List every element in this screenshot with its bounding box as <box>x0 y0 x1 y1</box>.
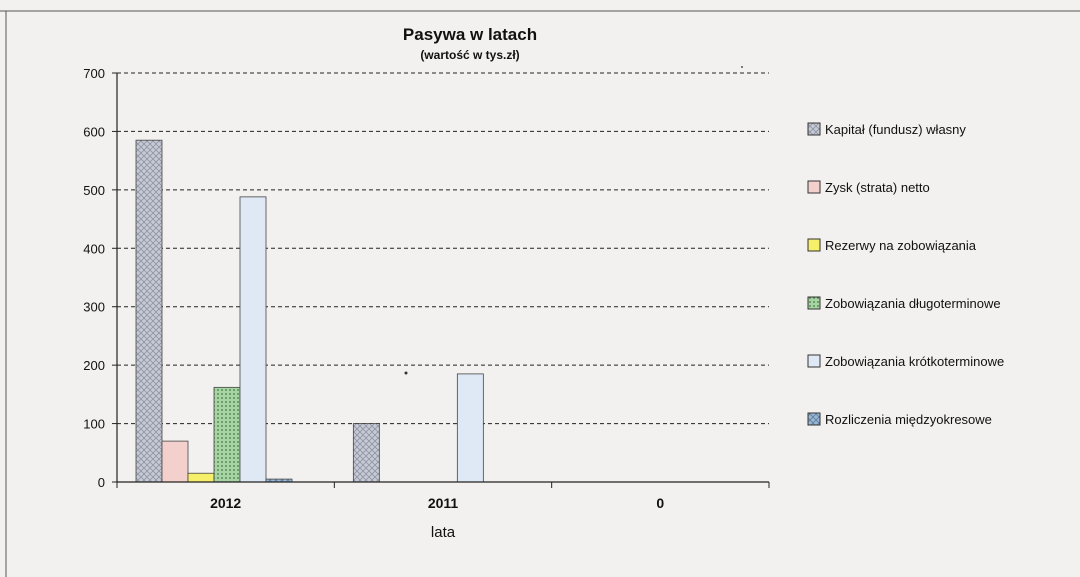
legend-label: Zysk (strata) netto <box>825 180 930 195</box>
y-tick-label: 600 <box>83 124 105 139</box>
y-tick-label: 200 <box>83 358 105 373</box>
legend-label: Rezerwy na zobowiązania <box>825 238 977 253</box>
legend-label: Zobowiązania długoterminowe <box>825 296 1001 311</box>
legend-label: Zobowiązania krótkoterminowe <box>825 354 1004 369</box>
legend-swatch <box>807 238 821 252</box>
bar <box>161 440 189 483</box>
y-tick-label: 400 <box>83 241 105 256</box>
legend-swatch <box>807 354 821 368</box>
x-axis-label: lata <box>431 524 456 541</box>
bar <box>456 373 484 483</box>
x-tick-label: 2012 <box>210 495 241 511</box>
x-tick-label: 0 <box>656 495 664 511</box>
y-tick-label: 100 <box>83 417 105 432</box>
y-tick-label: 500 <box>83 183 105 198</box>
y-axis-ticks: 0 100 200 300 400 500 600 700 <box>83 66 117 490</box>
legend-swatch <box>807 296 821 310</box>
x-axis-ticks: 2012 2011 0 <box>116 482 770 511</box>
legend-label: Rozliczenia międzyokresowe <box>825 412 992 427</box>
bar <box>213 386 241 483</box>
bar <box>135 139 163 483</box>
chart-subtitle: (wartość w tys.zł) <box>420 48 519 62</box>
bar <box>187 472 215 483</box>
legend-swatch <box>807 122 821 136</box>
scan-speck <box>741 66 743 68</box>
legend: Kapitał (fundusz) własny Zysk (strata) ne… <box>807 122 1004 427</box>
x-tick-label: 2011 <box>428 495 459 511</box>
bars <box>135 139 484 483</box>
legend-swatch <box>807 180 821 194</box>
bar <box>239 196 267 483</box>
gridlines <box>117 72 769 425</box>
scan-speck <box>404 371 408 375</box>
legend-swatch <box>807 412 821 426</box>
chart-title: Pasywa w latach <box>403 25 537 44</box>
y-tick-label: 0 <box>98 475 105 490</box>
y-tick-label: 300 <box>83 300 105 315</box>
legend-label: Kapitał (fundusz) własny <box>825 122 966 137</box>
y-tick-label: 700 <box>83 66 105 81</box>
bar <box>352 423 380 483</box>
